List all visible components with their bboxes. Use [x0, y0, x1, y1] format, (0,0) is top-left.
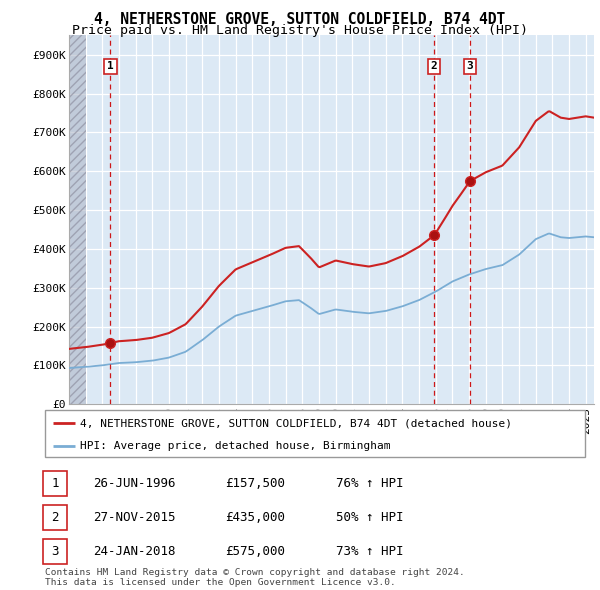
Text: £157,500: £157,500: [225, 477, 285, 490]
Text: 3: 3: [52, 545, 59, 558]
Text: 26-JUN-1996: 26-JUN-1996: [93, 477, 176, 490]
Text: £435,000: £435,000: [225, 511, 285, 524]
Text: HPI: Average price, detached house, Birmingham: HPI: Average price, detached house, Birm…: [80, 441, 391, 451]
Text: 50% ↑ HPI: 50% ↑ HPI: [336, 511, 404, 524]
Text: 3: 3: [467, 61, 473, 71]
Text: Contains HM Land Registry data © Crown copyright and database right 2024.
This d: Contains HM Land Registry data © Crown c…: [45, 568, 465, 587]
Text: 2: 2: [431, 61, 437, 71]
Text: 4, NETHERSTONE GROVE, SUTTON COLDFIELD, B74 4DT: 4, NETHERSTONE GROVE, SUTTON COLDFIELD, …: [94, 12, 506, 27]
Text: 24-JAN-2018: 24-JAN-2018: [93, 545, 176, 558]
Text: 1: 1: [107, 61, 114, 71]
Text: 1: 1: [52, 477, 59, 490]
Text: Price paid vs. HM Land Registry's House Price Index (HPI): Price paid vs. HM Land Registry's House …: [72, 24, 528, 37]
Text: 76% ↑ HPI: 76% ↑ HPI: [336, 477, 404, 490]
Text: 4, NETHERSTONE GROVE, SUTTON COLDFIELD, B74 4DT (detached house): 4, NETHERSTONE GROVE, SUTTON COLDFIELD, …: [80, 418, 512, 428]
Text: 27-NOV-2015: 27-NOV-2015: [93, 511, 176, 524]
Text: £575,000: £575,000: [225, 545, 285, 558]
Text: 73% ↑ HPI: 73% ↑ HPI: [336, 545, 404, 558]
Text: 2: 2: [52, 511, 59, 524]
